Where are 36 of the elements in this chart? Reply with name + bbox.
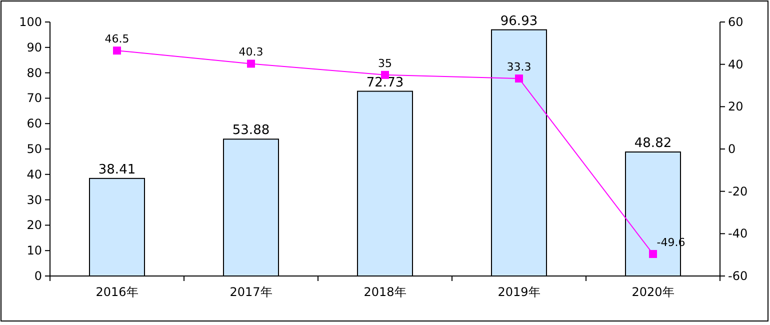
data-label: 40.3: [238, 46, 264, 59]
x-tick-label: 2018年: [364, 285, 406, 299]
data-label: 72.73: [366, 75, 404, 90]
x-tick-label: 2019年: [498, 285, 540, 299]
x-tick-label: 2020年: [632, 285, 674, 299]
y-tick-label: 70: [26, 91, 42, 106]
y2-tick-label: -40: [728, 226, 748, 241]
data-label: 48.82: [634, 136, 672, 151]
y-tick-label: 60: [26, 116, 42, 131]
y2-tick-label: -60: [728, 269, 748, 283]
point: [247, 60, 255, 68]
point: [649, 250, 657, 258]
y-tick-label: 80: [26, 66, 42, 80]
y-tick-label: 20: [26, 218, 42, 232]
y-tick-label: 10: [26, 244, 42, 258]
data-label: 53.88: [232, 123, 270, 138]
y2-tick-label: 40: [728, 57, 744, 72]
data-label: 35: [378, 56, 392, 70]
y2-tick-label: -20: [728, 184, 748, 198]
y-tick-label: 30: [26, 192, 42, 207]
y-tick-label: 40: [26, 167, 42, 182]
point: [113, 46, 121, 55]
data-label: 38.41: [98, 162, 136, 178]
y-tick-label: 50: [26, 142, 42, 156]
point: [515, 74, 523, 83]
y2-tick-label: 60: [728, 15, 744, 29]
y-tick-label: 100: [19, 15, 42, 29]
y-tick-label: 0: [34, 269, 42, 283]
y-tick-label: 90: [26, 40, 42, 54]
x-tick-label: 2016年: [96, 285, 138, 299]
y2-tick-label: 0: [728, 142, 736, 156]
x-tick-label: 2017年: [230, 285, 272, 299]
data-label: 33.3: [506, 60, 532, 74]
y2-tick-label: 20: [728, 100, 744, 114]
data-label: 46.5: [104, 32, 130, 46]
data-label: 96.93: [500, 14, 538, 29]
